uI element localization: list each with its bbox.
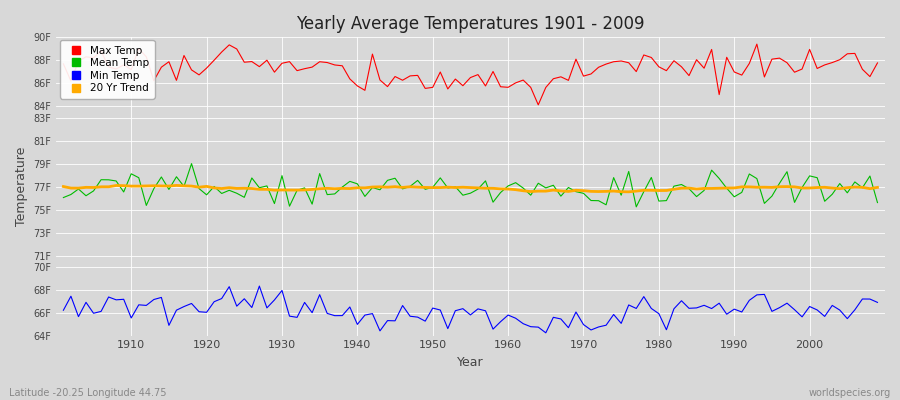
Title: Yearly Average Temperatures 1901 - 2009: Yearly Average Temperatures 1901 - 2009 [296,15,644,33]
Y-axis label: Temperature: Temperature [15,147,28,226]
X-axis label: Year: Year [457,356,483,369]
Legend: Max Temp, Mean Temp, Min Temp, 20 Yr Trend: Max Temp, Mean Temp, Min Temp, 20 Yr Tre… [60,40,155,98]
Text: worldspecies.org: worldspecies.org [809,388,891,398]
Text: Latitude -20.25 Longitude 44.75: Latitude -20.25 Longitude 44.75 [9,388,166,398]
